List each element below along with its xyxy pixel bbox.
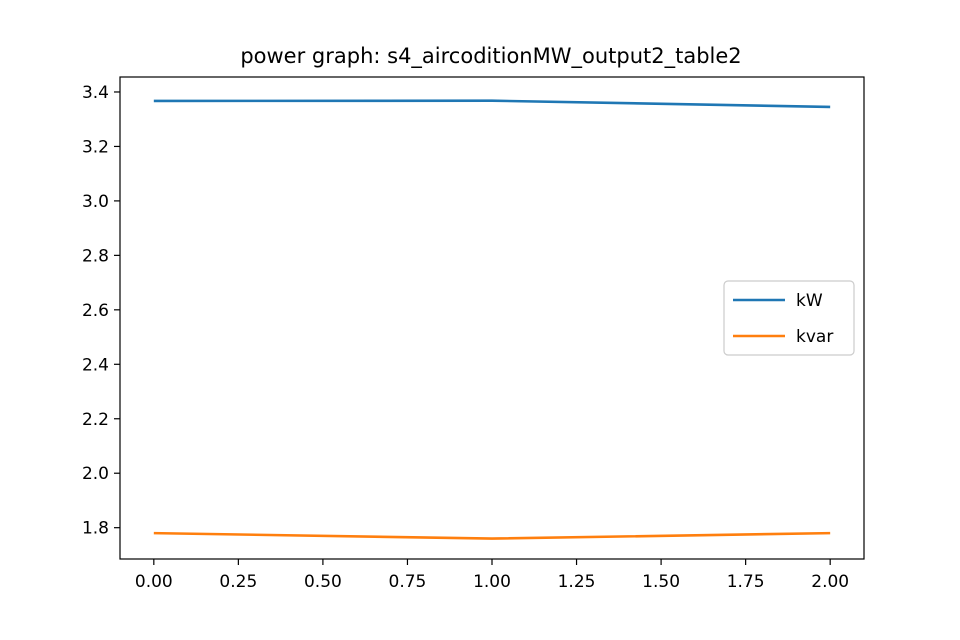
y-tick-label: 2.6 [82, 301, 109, 321]
y-tick-label: 2.4 [82, 355, 109, 375]
y-tick-label: 2.8 [82, 246, 109, 266]
y-tick-label: 1.8 [82, 519, 109, 539]
y-axis: 1.8 2.0 2.2 2.4 2.6 2.8 3.0 3.2 3.4 [82, 83, 120, 539]
x-tick-label: 0.25 [219, 572, 257, 592]
series-layer [153, 99, 831, 540]
x-tick-label: 1.00 [473, 572, 511, 592]
legend: kW kvar [723, 280, 855, 356]
legend-label: kW [796, 291, 823, 311]
legend-box [723, 280, 855, 356]
y-tick-label: 3.0 [82, 192, 109, 212]
y-tick-label: 3.4 [82, 83, 109, 103]
chart-title: power graph: s4_aircoditionMW_output2_ta… [240, 44, 741, 69]
legend-label: kvar [796, 327, 833, 347]
x-tick-label: 1.50 [642, 572, 680, 592]
y-tick-label: 2.0 [82, 464, 109, 484]
x-tick-label: 0.00 [135, 572, 173, 592]
x-tick-label: 2.00 [811, 572, 849, 592]
x-tick-label: 1.75 [727, 572, 765, 592]
series-line-kW [153, 99, 831, 109]
x-tick-label: 0.75 [389, 572, 427, 592]
x-tick-label: 1.25 [558, 572, 596, 592]
x-tick-label: 0.50 [304, 572, 342, 592]
x-axis: 0.00 0.25 0.50 0.75 1.00 1.25 1.50 1.75 2.00 [135, 559, 849, 592]
series-line-kvar [153, 531, 831, 540]
y-tick-label: 2.2 [82, 410, 109, 430]
y-tick-label: 3.2 [82, 137, 109, 157]
